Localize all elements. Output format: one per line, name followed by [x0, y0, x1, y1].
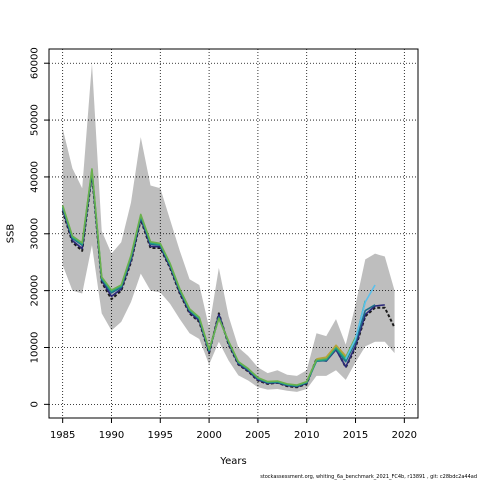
y-tick-label: 20000 [30, 275, 41, 307]
x-tick-label: 1985 [50, 430, 75, 441]
x-tick-label: 2005 [245, 430, 270, 441]
y-tick-label: 10000 [30, 332, 41, 364]
y-tick-label: 0 [30, 401, 41, 407]
x-tick-label: 2010 [294, 430, 319, 441]
x-tick-label: 2020 [392, 430, 417, 441]
series-layer [61, 168, 396, 389]
x-tick-label: 1995 [148, 430, 173, 441]
y-tick-label: 30000 [30, 218, 41, 250]
series-line-7 [345, 284, 376, 360]
x-tick-label: 2015 [343, 430, 368, 441]
confidence-band-layer [62, 63, 395, 392]
y-tick-label: 60000 [30, 47, 41, 79]
confidence-band [62, 63, 395, 392]
x-axis-title: Years [219, 456, 246, 467]
axis-layer: 1985 1990 1995 2000 2005 2010 2015 2020 0 10000 20… [30, 47, 418, 441]
series-line-6 [316, 344, 347, 360]
footnote: stockassessment.org, whiting_6a_benchmar… [260, 474, 477, 480]
series-line-5 [61, 168, 357, 386]
y-tick-label: 40000 [30, 161, 41, 193]
y-tick-label: 50000 [30, 104, 41, 136]
y-axis-title: SSB [6, 224, 17, 244]
x-tick-label: 2000 [196, 430, 221, 441]
x-tick-label: 1990 [99, 430, 124, 441]
